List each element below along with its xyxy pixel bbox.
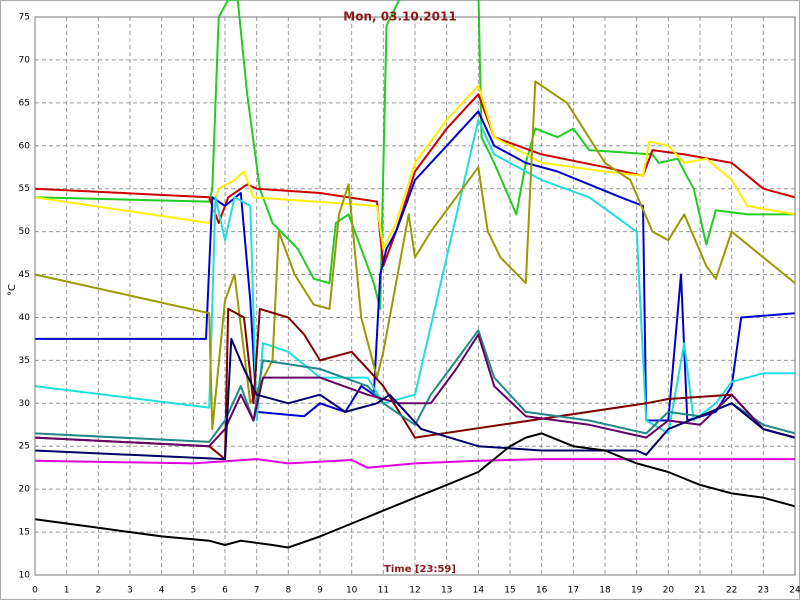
series-line bbox=[34, 432, 796, 549]
series-line bbox=[34, 0, 795, 310]
x-tick-label: 22 bbox=[726, 586, 737, 596]
y-tick-label: 15 bbox=[19, 528, 30, 538]
x-axis-label: Time [23:59] bbox=[384, 564, 456, 575]
x-tick-label: 17 bbox=[568, 586, 579, 596]
x-tick-label: 2 bbox=[95, 586, 101, 596]
x-tick-label: 6 bbox=[222, 586, 228, 596]
x-tick-label: 16 bbox=[536, 586, 548, 596]
x-tick-label: 10 bbox=[346, 586, 358, 596]
y-tick-label: 65 bbox=[19, 98, 30, 108]
x-tick-label: 1 bbox=[64, 586, 70, 596]
series-line bbox=[34, 84, 796, 250]
y-tick-label: 75 bbox=[19, 13, 30, 23]
y-tick-label: 35 bbox=[19, 356, 30, 366]
x-tick-label: 20 bbox=[663, 586, 675, 596]
y-tick-label: 25 bbox=[19, 442, 30, 452]
x-tick-label: 13 bbox=[441, 586, 452, 596]
y-tick-label: 55 bbox=[19, 184, 30, 194]
x-tick-label: 9 bbox=[317, 586, 323, 596]
series-line bbox=[34, 329, 796, 443]
x-tick-label: 21 bbox=[694, 586, 705, 596]
series-line bbox=[34, 458, 795, 469]
x-tick-label: 5 bbox=[190, 586, 196, 596]
y-tick-label: 45 bbox=[19, 270, 30, 280]
series-line bbox=[34, 80, 796, 431]
y-tick-label: 40 bbox=[19, 313, 31, 323]
x-tick-label: 23 bbox=[758, 586, 769, 596]
plot-border bbox=[34, 16, 796, 576]
series-line bbox=[34, 93, 796, 267]
y-tick-label: 50 bbox=[19, 227, 31, 237]
x-tick-label: 11 bbox=[378, 586, 389, 596]
x-tick-label: 14 bbox=[473, 586, 485, 596]
y-tick-label: 30 bbox=[19, 399, 31, 409]
y-tick-label: 10 bbox=[19, 571, 31, 581]
series-line bbox=[34, 333, 796, 448]
x-tick-label: 7 bbox=[254, 586, 260, 596]
x-tick-label: 15 bbox=[504, 586, 515, 596]
series-line bbox=[35, 110, 796, 422]
x-tick-label: 8 bbox=[285, 586, 291, 596]
x-tick-label: 19 bbox=[631, 586, 643, 596]
lines bbox=[34, 0, 796, 549]
series-line bbox=[34, 307, 796, 461]
series-line bbox=[34, 337, 796, 461]
x-tick-label: 18 bbox=[599, 586, 611, 596]
chart-title: Mon, 03.10.2011 bbox=[343, 10, 456, 24]
x-tick-label: 3 bbox=[127, 586, 133, 596]
y-tick-label: 20 bbox=[19, 485, 31, 495]
x-tick-label: 12 bbox=[409, 586, 420, 596]
x-tick-label: 0 bbox=[32, 586, 38, 596]
y-tick-label: 70 bbox=[19, 55, 31, 65]
y-axis-label: °C bbox=[7, 284, 18, 296]
x-tick-label: 24 bbox=[789, 586, 800, 596]
x-tick-label: 4 bbox=[159, 586, 165, 596]
y-tick-label: 60 bbox=[19, 141, 31, 151]
